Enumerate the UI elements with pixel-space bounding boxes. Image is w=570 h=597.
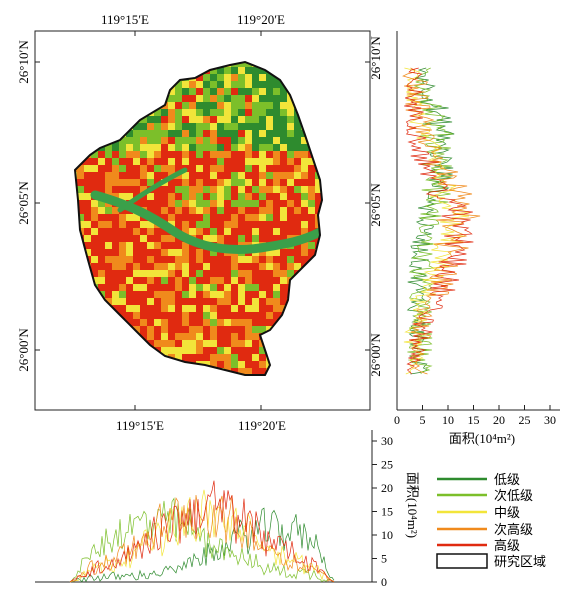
study-area-boundary [73,60,324,376]
bottom-profile-tick-label: 30 [381,434,393,448]
right-profile-lines [402,67,481,375]
right-profile-panel: 0 5 10 15 20 25 30 面积(10⁴m²) [394,31,560,446]
legend-label-2: 中级 [494,505,520,520]
bottom-profile-series-0 [69,507,335,583]
legend-label-3: 次高级 [494,522,533,537]
map-ticks [35,31,370,410]
bottom-profile-tick-label: 0 [381,575,387,589]
legend-boundary-label: 研究区域 [494,554,546,569]
bottom-profile-lines [69,480,335,583]
bottom-profile-series-3 [69,494,335,583]
right-profile-tick-label: 20 [493,413,505,427]
right-profile-axis-title: 面积(10⁴m²) [449,431,515,446]
right-profile-tick-label: 0 [394,413,400,427]
bottom-profile-tick-label: 10 [381,528,393,542]
legend-label-4: 高级 [494,538,520,553]
right-profile-ticks: 0 5 10 15 20 25 30 [394,405,556,427]
bottom-profile-tick-label: 15 [381,505,393,519]
right-lat-label-2: 26°05′N [368,183,383,227]
left-lat-label-3: 26°00′N [16,328,31,372]
left-lat-label-2: 26°05′N [16,181,31,225]
right-profile-series-1 [407,67,453,375]
bottom-profile-ticks: 0 5 10 15 20 25 30 [372,434,393,589]
top-lon-label-1: 119°15′E [101,12,149,27]
right-profile-tick-label: 15 [468,413,480,427]
bottom-profile-tick-label: 25 [381,458,393,472]
bottom-lon-label-2: 119°20′E [238,418,286,433]
right-profile-tick-label: 5 [420,413,426,427]
bottom-profile-tick-label: 20 [381,481,393,495]
bottom-lon-label-1: 119°15′E [116,418,164,433]
right-lat-label-1: 26°10′N [368,36,383,80]
right-profile-tick-label: 10 [442,413,454,427]
bottom-profile-axis-title: 面积(10⁴m²) [405,472,420,538]
bottom-profile-series-1 [69,497,335,583]
bottom-profile-series-2 [69,489,335,583]
right-profile-tick-label: 25 [519,413,531,427]
legend-label-1: 次低级 [494,488,533,503]
bottom-profile-tick-label: 5 [381,552,387,566]
legend-boundary-swatch [436,553,488,569]
right-profile-series-3 [402,67,481,375]
left-lat-label-1: 26°10′N [16,40,31,84]
right-lat-label-3: 26°00′N [368,333,383,377]
bottom-profile-series-4 [69,480,335,583]
legend-label-0: 低级 [494,472,520,487]
right-profile-series-4 [404,67,474,375]
top-lon-label-2: 119°20′E [237,12,285,27]
right-profile-tick-label: 30 [544,413,556,427]
bottom-profile-panel: 0 5 10 15 20 25 30 面积(10⁴m²) [35,430,420,589]
